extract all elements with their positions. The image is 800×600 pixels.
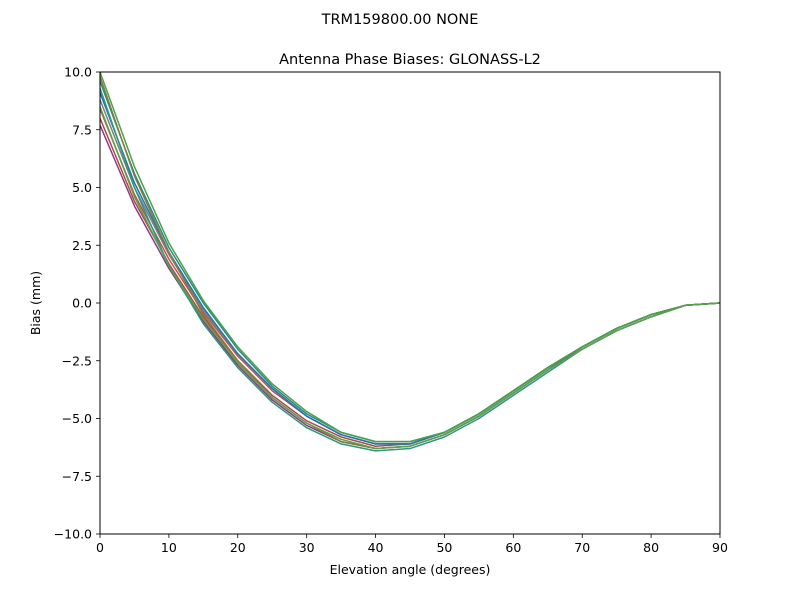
y-tick-label: 7.5 xyxy=(72,122,92,137)
x-tick-label: 50 xyxy=(436,540,452,555)
x-tick-label: 60 xyxy=(505,540,521,555)
x-tick-label: 0 xyxy=(96,540,104,555)
series-line-3 xyxy=(99,108,721,445)
x-tick-label: 80 xyxy=(643,540,659,555)
y-tick-label: −7.5 xyxy=(62,469,92,484)
y-tick-label: 5.0 xyxy=(72,180,92,195)
ticks-layer: 0 10 20 30 40 50 60 70 80 90 −10.0 −7.5 −5.0 −2.5 0.0 2… xyxy=(54,65,728,556)
x-tick-label: 90 xyxy=(712,540,728,555)
y-tick-label: 2.5 xyxy=(72,238,92,253)
y-tick-label: −5.0 xyxy=(62,411,92,426)
series-line-8 xyxy=(99,87,721,452)
series-line-7 xyxy=(99,71,721,443)
x-axis-label: Elevation angle (degrees) xyxy=(330,562,491,577)
series-line-5 xyxy=(99,92,721,445)
x-tick-label: 20 xyxy=(230,540,246,555)
y-tick-label: 10.0 xyxy=(64,65,92,80)
y-axis-label: Bias (mm) xyxy=(28,271,43,335)
plot-frame xyxy=(99,71,721,535)
series-line-10 xyxy=(99,106,721,450)
series-line-6 xyxy=(99,80,721,443)
series-line-4 xyxy=(99,99,721,445)
chart-title: Antenna Phase Biases: GLONASS-L2 xyxy=(279,52,541,68)
series-line-9 xyxy=(99,76,721,450)
x-tick-label: 30 xyxy=(299,540,315,555)
x-tick-label: 70 xyxy=(574,540,590,555)
y-tick-label: 0.0 xyxy=(72,296,92,311)
x-tick-label: 10 xyxy=(161,540,177,555)
series-layer xyxy=(99,71,721,452)
y-tick-label: −10.0 xyxy=(54,527,92,542)
y-tick-label: −2.5 xyxy=(62,353,92,368)
chart-suptitle: TRM159800.00 NONE xyxy=(321,12,479,28)
x-tick-label: 40 xyxy=(368,540,384,555)
